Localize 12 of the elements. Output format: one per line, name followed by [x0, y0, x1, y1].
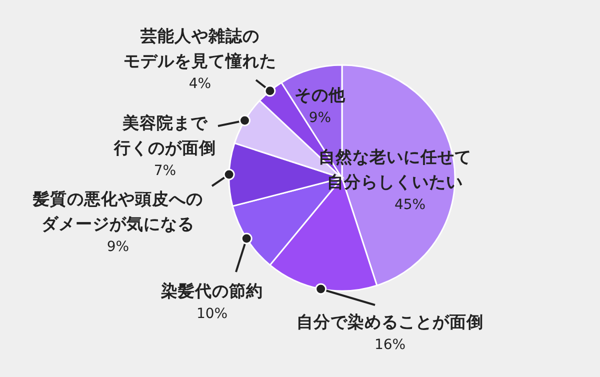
data-label: 16%: [374, 336, 406, 353]
data-label: 9%: [308, 110, 332, 126]
slice-label: 髪質の悪化や頭皮へのダメージが気になる: [32, 190, 203, 234]
data-label: 45%: [394, 196, 426, 213]
data-label: 9%: [106, 238, 130, 255]
slice-label: 染髪代の節約: [160, 282, 263, 301]
data-label: 10%: [196, 306, 228, 322]
slice-label: 美容院まで行くのが面倒: [113, 114, 216, 158]
slice-label: 自分で染めることが面倒: [296, 312, 484, 332]
data-label: 7%: [154, 162, 176, 179]
slice-label: 芸能人や雑誌のモデルを見て憧れた: [124, 26, 276, 71]
data-label: 4%: [188, 76, 212, 92]
